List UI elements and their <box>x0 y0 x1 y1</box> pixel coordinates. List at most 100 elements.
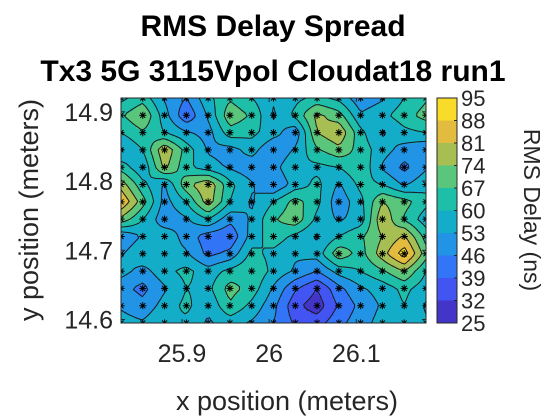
heatmap-cell <box>143 190 147 194</box>
heatmap-cell <box>136 230 140 234</box>
heatmap-cell <box>138 190 142 194</box>
heatmap-cell <box>131 150 135 154</box>
heatmap-cell <box>161 240 165 244</box>
heatmap-cell <box>196 153 200 157</box>
heatmap-cell <box>198 295 202 299</box>
heatmap-cell <box>128 195 132 199</box>
heatmap-cell <box>133 278 137 282</box>
heatmap-cell <box>138 250 142 254</box>
heatmap-cell <box>153 245 157 249</box>
heatmap-cell <box>158 198 162 202</box>
heatmap-cell <box>161 103 165 107</box>
heatmap-cell <box>148 215 152 219</box>
heatmap-cell <box>161 255 165 259</box>
heatmap-cell <box>171 235 175 239</box>
heatmap-cell <box>208 313 212 317</box>
heatmap-cell <box>123 305 127 309</box>
heatmap-cell <box>198 290 202 294</box>
heatmap-cell <box>176 200 180 204</box>
heatmap-cell <box>171 255 175 259</box>
heatmap-cell <box>186 168 190 172</box>
heatmap-cell <box>161 135 165 139</box>
heatmap-cell <box>178 180 182 184</box>
heatmap-cell <box>176 143 180 147</box>
heatmap-cell <box>211 220 215 224</box>
heatmap-cell <box>133 280 137 284</box>
heatmap-cell <box>191 305 195 309</box>
heatmap-cell <box>173 225 177 229</box>
heatmap-cell <box>168 240 172 244</box>
heatmap-cell <box>156 298 160 302</box>
heatmap-cell <box>188 160 192 164</box>
heatmap-cell <box>138 130 142 134</box>
heatmap-cell <box>158 230 162 234</box>
heatmap-cell <box>168 283 172 287</box>
heatmap-cell <box>123 238 127 242</box>
heatmap-cell <box>181 230 185 234</box>
heatmap-cell <box>153 183 157 187</box>
heatmap-cell <box>173 250 177 254</box>
heatmap-cell <box>136 170 140 174</box>
heatmap-cell <box>163 310 167 314</box>
heatmap-cell <box>153 248 157 252</box>
heatmap-cell <box>183 248 187 252</box>
heatmap-cell <box>168 238 172 242</box>
heatmap-cell <box>121 310 125 314</box>
heatmap-cell <box>173 223 177 227</box>
heatmap-cell <box>146 143 150 147</box>
heatmap-cell <box>123 320 127 323</box>
heatmap-cell <box>171 230 175 234</box>
heatmap-cell <box>196 135 200 139</box>
heatmap-cell <box>131 158 135 162</box>
heatmap-cell <box>183 118 187 122</box>
heatmap-cell <box>138 160 142 164</box>
heatmap-cell <box>151 223 155 227</box>
heatmap-cell <box>201 313 205 317</box>
heatmap-cell <box>158 290 162 294</box>
heatmap-cell <box>193 98 197 102</box>
heatmap-cell <box>141 265 145 269</box>
heatmap-cell <box>138 295 142 299</box>
heatmap-cell <box>196 300 200 304</box>
heatmap-cell <box>181 110 185 114</box>
heatmap-cell <box>128 163 132 167</box>
heatmap-cell <box>131 120 135 124</box>
heatmap-cell <box>158 283 162 287</box>
heatmap-cell <box>121 245 125 249</box>
heatmap-cell <box>136 118 140 122</box>
heatmap-cell <box>196 270 200 274</box>
heatmap-cell <box>138 188 142 192</box>
heatmap-cell <box>156 290 160 294</box>
heatmap-cell <box>153 173 157 177</box>
heatmap-cell <box>123 278 127 282</box>
heatmap-cell <box>188 223 192 227</box>
heatmap-cell <box>178 260 182 264</box>
heatmap-cell <box>146 290 150 294</box>
heatmap-cell <box>131 173 135 177</box>
heatmap-cell <box>138 225 142 229</box>
heatmap-cell <box>208 163 212 167</box>
heatmap-cell <box>141 228 145 232</box>
heatmap-cell <box>211 165 215 169</box>
heatmap-cell <box>188 240 192 244</box>
heatmap-cell <box>183 195 187 199</box>
heatmap-cell <box>203 125 207 129</box>
heatmap-cell <box>196 298 200 302</box>
heatmap-cell <box>158 183 162 187</box>
heatmap-cell <box>181 165 185 169</box>
heatmap-cell <box>193 293 197 297</box>
heatmap-cell <box>143 240 147 244</box>
heatmap-cell <box>181 268 185 272</box>
heatmap-cell <box>191 238 195 242</box>
heatmap-cell <box>198 203 202 207</box>
heatmap-cell <box>211 270 215 274</box>
heatmap-cell <box>193 268 197 272</box>
heatmap-cell <box>176 270 180 274</box>
heatmap-cell <box>153 250 157 254</box>
heatmap-cell <box>206 110 210 114</box>
heatmap-cell <box>168 273 172 277</box>
heatmap-cell <box>153 125 157 129</box>
heatmap-cell <box>123 233 127 237</box>
heatmap-cell <box>176 123 180 127</box>
heatmap-cell <box>166 310 170 314</box>
